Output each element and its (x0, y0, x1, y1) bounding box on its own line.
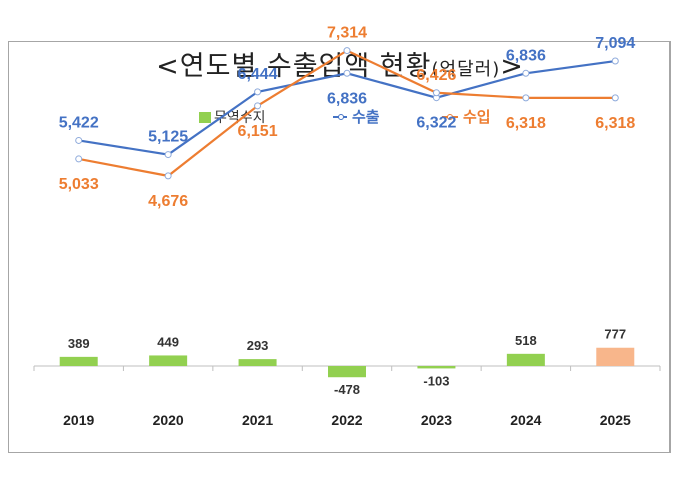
export-point-marker (611, 57, 619, 65)
chart-frame (8, 41, 670, 453)
x-tick-label: 2025 (600, 412, 631, 428)
trade-balance-data-label: 293 (247, 338, 269, 353)
chart-title-unit: (억달러) (431, 59, 501, 80)
import-data-label: 7,314 (327, 25, 367, 42)
import-data-label: 6,151 (238, 123, 278, 140)
import-point-marker (611, 94, 619, 102)
import-data-label: 6,318 (595, 115, 635, 132)
import-data-label: 6,426 (416, 67, 456, 84)
trade-balance-bar (417, 366, 456, 369)
trade-balance-bar (238, 359, 277, 366)
trade-balance-data-label: 518 (515, 333, 537, 348)
import-data-label: 6,318 (506, 115, 546, 132)
import-point-marker (522, 94, 530, 102)
x-tick-label: 2023 (421, 412, 452, 428)
trade-balance-bar (506, 353, 545, 366)
import-data-label: 4,676 (148, 193, 188, 210)
export-point-marker (522, 69, 530, 77)
x-tick-label: 2024 (510, 412, 541, 428)
chart-title: <연도별 수출입액 현황(억달러)> (0, 44, 680, 83)
x-tick-label: 2019 (63, 412, 94, 428)
trade-balance-bar (328, 366, 366, 378)
import-point-marker (75, 155, 83, 163)
trade-balance-data-label: 777 (604, 327, 626, 342)
import-data-label: 5,033 (59, 176, 99, 193)
export-data-label: 5,422 (59, 114, 99, 131)
chart-title-close: > (500, 51, 524, 82)
import-point-marker (432, 89, 440, 97)
export-point-marker (343, 69, 351, 77)
export-data-label: 6,322 (416, 115, 456, 132)
trade-balance-data-label: 449 (157, 334, 179, 349)
export-point-marker (75, 136, 83, 144)
import-series-line (78, 49, 616, 178)
trade-balance-data-label: 389 (68, 336, 90, 351)
export-data-label: 6,836 (506, 47, 546, 64)
import-point-marker (164, 172, 172, 180)
trade-balance-bar (59, 356, 98, 366)
x-tick-label: 2021 (242, 412, 273, 428)
export-data-label: 5,125 (148, 129, 188, 146)
legend-marker-import (447, 114, 453, 120)
export-data-label: 6,444 (238, 66, 278, 83)
legend-marker-export (338, 114, 344, 120)
trade-balance-bar (596, 347, 635, 366)
x-tick-label: 2020 (153, 412, 184, 428)
import-point-marker (254, 102, 262, 110)
legend-swatch-trade-balance (199, 112, 211, 123)
legend-label-import: 수입 (463, 109, 491, 126)
plot-area: 2019 2020 2021 2022 2023 2024 2025 389 449 293 -47… (33, 25, 661, 428)
trade-balance-data-label: -478 (334, 382, 360, 397)
x-tick-label: 2022 (331, 412, 362, 428)
chart-title-main: <연도별 수출입액 현황 (156, 51, 432, 82)
import-point-marker (343, 47, 351, 55)
export-point-marker (254, 88, 262, 96)
legend-label-export: 수출 (352, 109, 380, 126)
export-point-marker (164, 151, 172, 159)
export-data-label: 7,094 (595, 35, 635, 52)
trade-balance-bar (149, 355, 188, 366)
export-data-label: 6,836 (327, 90, 367, 107)
right-edge-line (670, 41, 671, 453)
trade-balance-data-label: -103 (423, 373, 449, 388)
